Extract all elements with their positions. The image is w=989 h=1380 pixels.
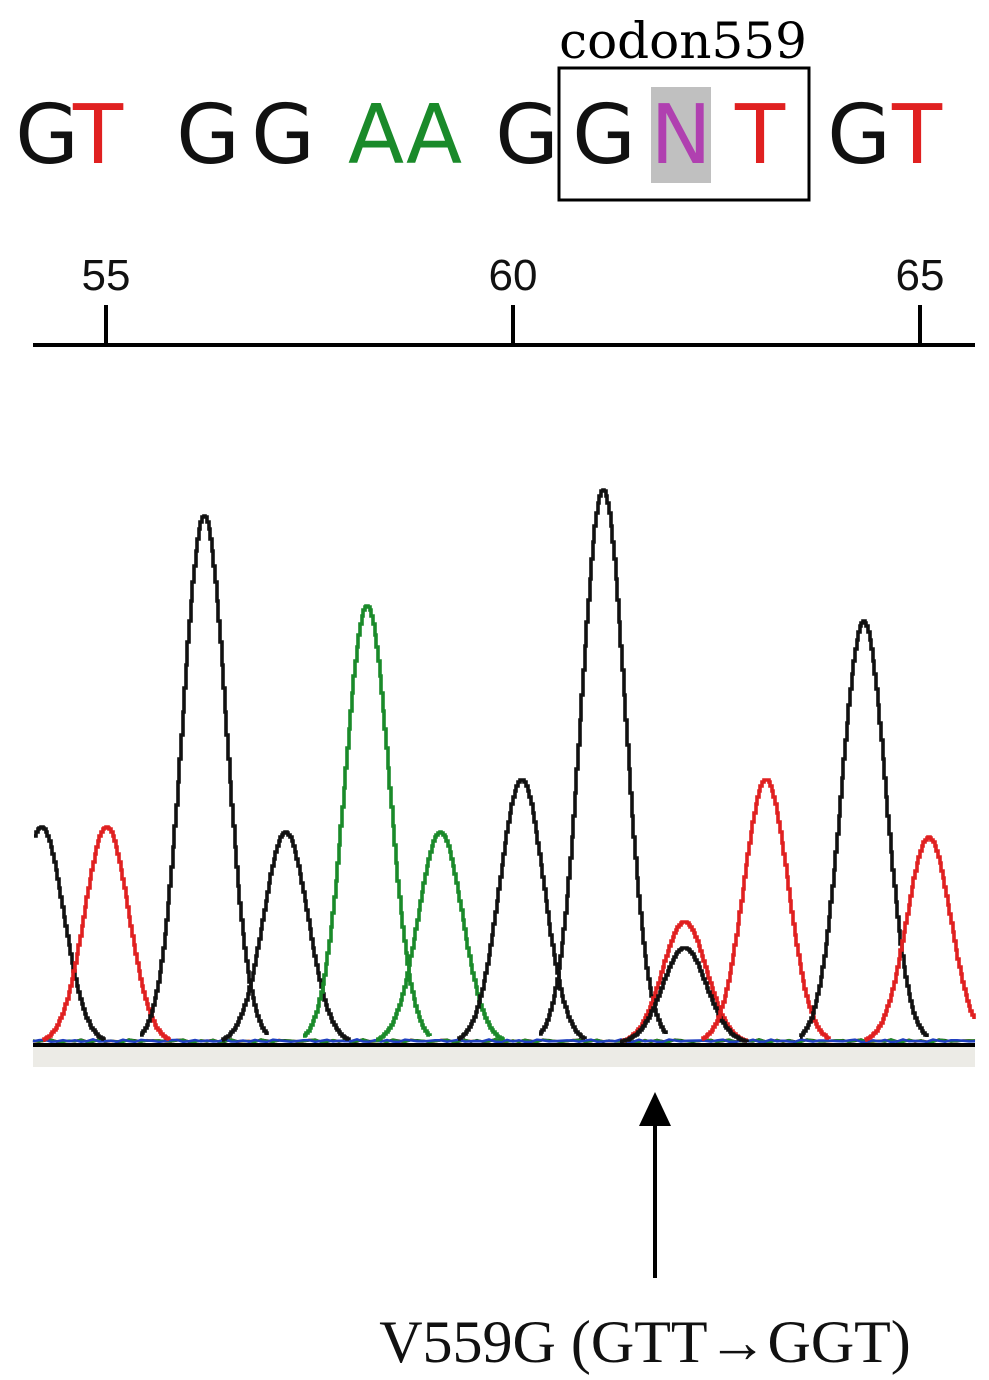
base-call-a: A <box>348 88 404 183</box>
tick-label: 55 <box>82 251 131 300</box>
chromatogram-traces <box>32 488 976 1044</box>
codon-box <box>557 66 811 202</box>
trace-peak-g <box>34 825 106 1041</box>
codon-label: codon559 <box>559 12 807 70</box>
base-call-t: T <box>891 88 943 183</box>
base-call-a: A <box>406 88 462 183</box>
trace-peak-g <box>539 488 668 1036</box>
tick-label: 60 <box>489 251 538 300</box>
base-call-n: N <box>650 88 711 183</box>
arrow-head <box>639 1092 671 1126</box>
trace-peak-t <box>42 825 171 1042</box>
trace-peak-g <box>140 514 269 1037</box>
baseline-shadow <box>33 1047 975 1067</box>
base-highlight <box>651 87 711 183</box>
base-call-g: G <box>495 88 559 183</box>
base-call-g: G <box>572 88 636 183</box>
mutation-arrow <box>639 1092 671 1278</box>
trace-peak-t <box>864 835 976 1042</box>
trace-peak-a <box>376 830 505 1042</box>
trace-peak-n <box>620 920 748 1043</box>
base-call-t: T <box>734 88 786 183</box>
trace-peak-g <box>799 619 929 1039</box>
trace-peak-n <box>620 946 749 1044</box>
base-call-g: G <box>827 88 891 183</box>
trace-baseline-c <box>32 1037 976 1044</box>
trace-peak-g <box>221 830 351 1042</box>
base-calls: GT G G A A G G N T G T <box>15 87 943 183</box>
trace-peak-t <box>701 778 831 1041</box>
trace-peak-a <box>303 604 432 1038</box>
base-call-g: G <box>176 88 240 183</box>
tick-label: 65 <box>896 251 945 300</box>
base-call-g: G <box>251 88 315 183</box>
trace-peak-g <box>457 778 587 1041</box>
position-axis: 55 60 65 <box>33 251 975 347</box>
base-call-g: G <box>15 88 79 183</box>
mutation-label: V559G (GTT→GGT) <box>379 1309 911 1375</box>
base-call-t: T <box>72 88 124 183</box>
